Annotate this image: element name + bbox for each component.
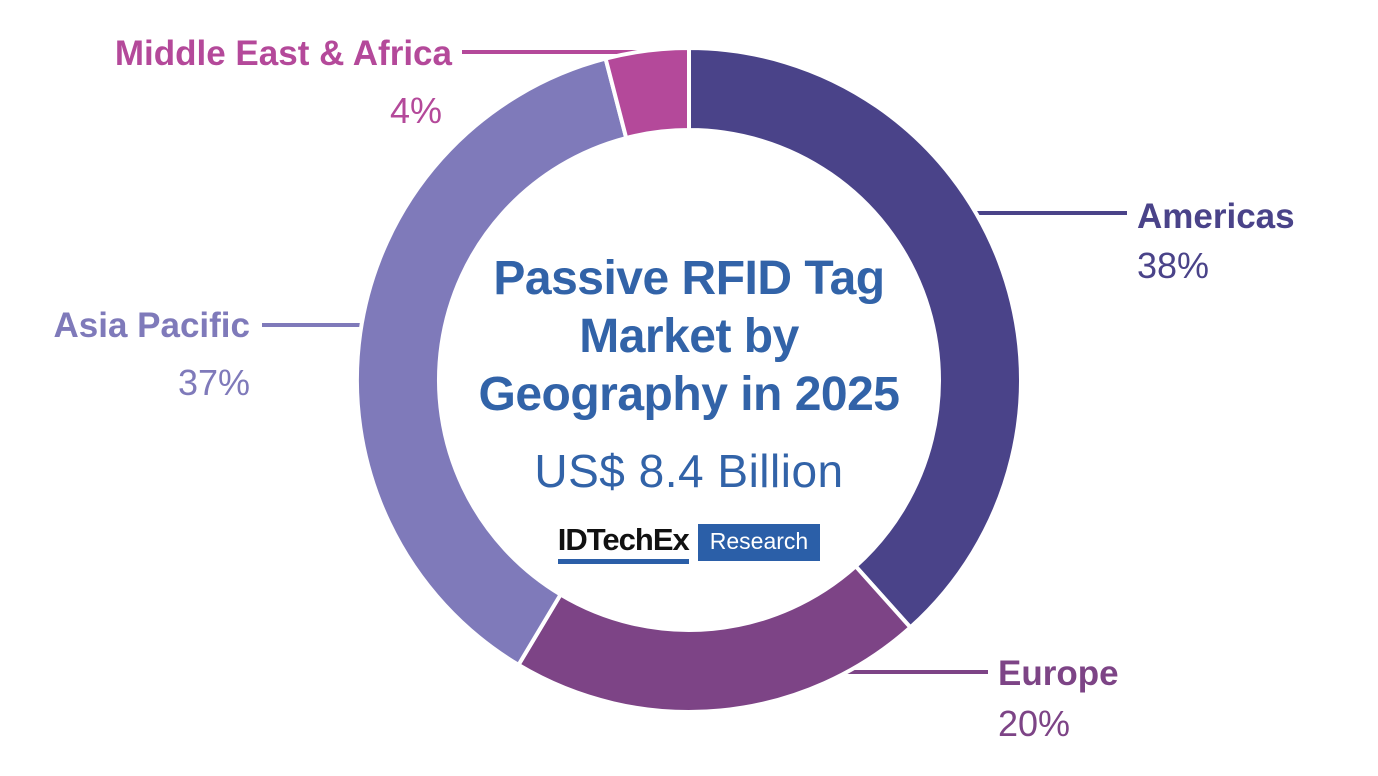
donut-segment-asia-pacific [354, 56, 629, 668]
segment-percent: 38% [1137, 245, 1210, 286]
logo-research-badge: Research [697, 524, 821, 562]
idtechex-logo: IDTechEx Research [439, 524, 939, 564]
segment-percent: 20% [998, 703, 1071, 744]
segment-label: Europe [998, 654, 1119, 693]
chart-subtitle: US$ 8.4 Billion [534, 445, 844, 497]
callout-asia-pacific: Asia Pacific 37% [54, 305, 251, 403]
title-line: Market by [579, 310, 799, 363]
donut-segment-middle-east-africa [603, 45, 691, 141]
segment-percent: 4% [389, 90, 442, 131]
segment-label: Middle East & Africa [114, 34, 452, 73]
chart-center: Passive RFID Tag Market by Geography in … [439, 250, 939, 564]
callout-middle-east-africa: Middle East & Africa 4% [115, 33, 452, 131]
donut-segment-europe [515, 563, 914, 715]
segment-label: Asia Pacific [53, 306, 251, 345]
callout-americas: Americas 38% [1137, 196, 1295, 286]
segment-label: Americas [1137, 197, 1295, 236]
callout-europe: Europe 20% [998, 653, 1119, 744]
donut-segment-americas [687, 45, 1023, 631]
logo-brand-text: IDTechEx [557, 524, 690, 564]
title-line: Passive RFID Tag [493, 252, 885, 305]
chart-title: Passive RFID Tag Market by Geography in … [439, 250, 939, 424]
title-line: Geography in 2025 [478, 368, 901, 421]
segment-percent: 37% [177, 362, 250, 403]
